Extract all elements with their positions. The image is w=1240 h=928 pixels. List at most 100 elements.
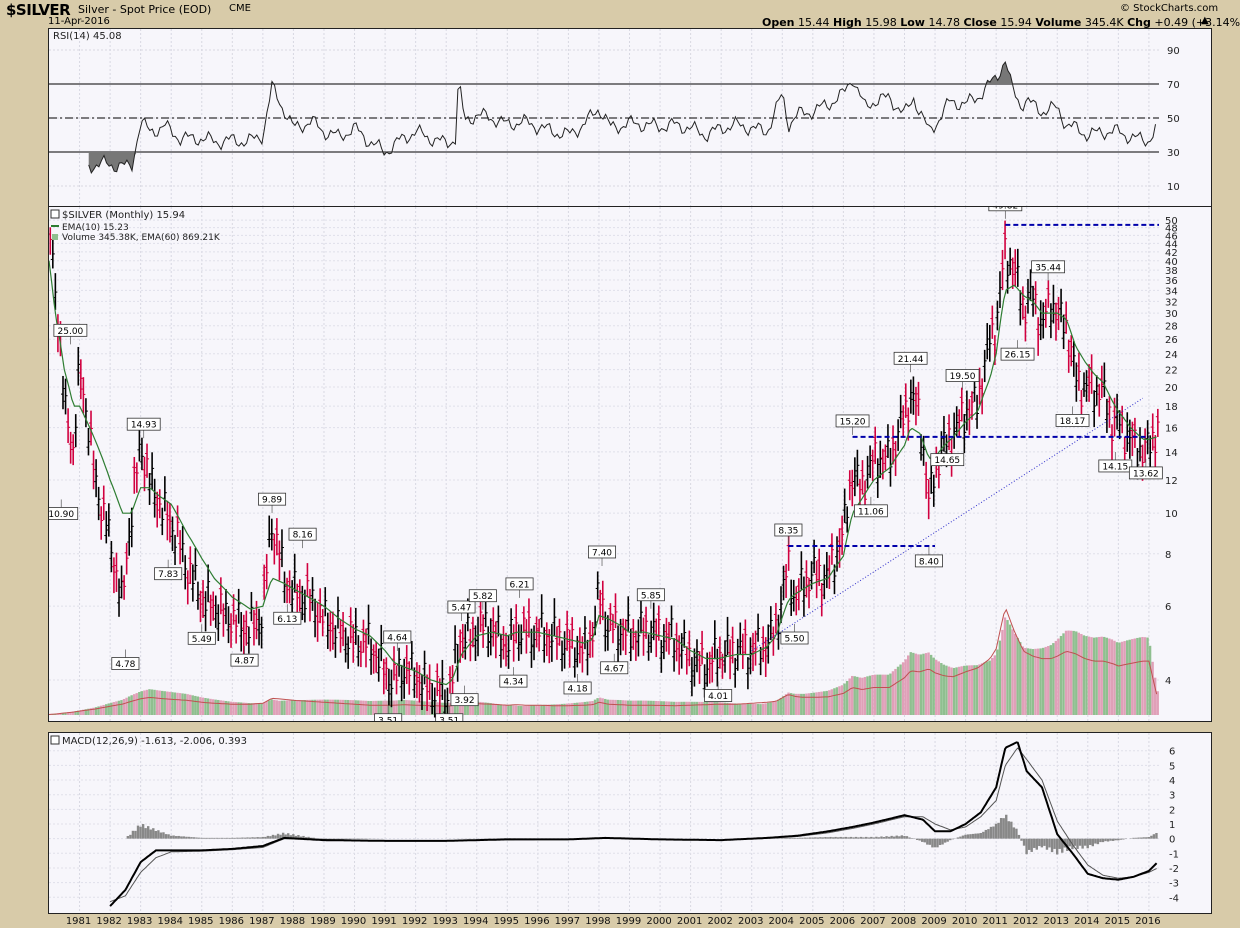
volume-bar: [881, 674, 884, 715]
volume-bar: [374, 700, 378, 715]
volume-bar: [418, 700, 421, 715]
volume-bar: [257, 703, 261, 715]
volume-bar: [912, 652, 915, 715]
volume-bar: [850, 675, 854, 715]
volume-bar: [1141, 636, 1144, 715]
macd-histogram-bar: [864, 836, 868, 839]
x-tick-label: 2002: [707, 916, 732, 927]
annotation-label: 4.78: [115, 660, 135, 670]
macd-histogram-bar: [1134, 837, 1138, 839]
volume-bar: [120, 700, 123, 715]
volume-bar: [797, 693, 800, 715]
macd-histogram-bar: [1145, 837, 1148, 839]
volume-bar: [219, 700, 222, 715]
price-panel: 4 6 8 10 12 14 16 18 20 22 24 26 28 30 32 34 36 38 40 42 44 4…: [19, 198, 1212, 726]
volume-bar: [382, 700, 385, 715]
x-tick-label: 1995: [494, 916, 519, 927]
rsi-title: RSI(14) 45.08: [53, 31, 122, 42]
macd-histogram-bar: [969, 834, 972, 839]
macd-histogram-bar: [180, 836, 183, 839]
volume-bar: [922, 653, 925, 715]
rsi-tick-label: 10: [1167, 182, 1180, 193]
volume-bar: [973, 665, 976, 715]
macd-histogram-bar: [974, 833, 977, 839]
volume-bar: [262, 702, 266, 715]
volume-bar: [293, 700, 296, 715]
volume-bar: [79, 710, 82, 715]
macd-histogram-bar: [182, 836, 186, 839]
x-tick-label: 2006: [830, 916, 855, 927]
volume-bar: [181, 693, 184, 715]
volume-bar: [713, 702, 716, 715]
macd-histogram-bar: [141, 824, 145, 839]
scroll-up-icon[interactable]: ▲: [1201, 15, 1209, 26]
volume-bar: [794, 693, 798, 715]
macd-histogram-bar: [236, 837, 239, 839]
annotation-label: 13.62: [1133, 469, 1159, 479]
volume-bar: [497, 704, 500, 715]
price-tick-label: 26: [1165, 335, 1178, 346]
annotation-label: 3.51: [378, 716, 398, 721]
volume-bar: [1057, 638, 1060, 715]
volume-bar: [558, 704, 561, 715]
x-tick-label: 1986: [219, 916, 244, 927]
volume-bar: [232, 701, 235, 715]
macd-histogram-bar: [126, 836, 130, 839]
change-label: Chg: [1127, 16, 1151, 29]
volume-bar: [708, 701, 711, 715]
volume-bar: [560, 703, 564, 715]
annotation-label: 4.18: [568, 684, 588, 694]
annotation-label: 3.92: [455, 696, 475, 706]
volume-bar: [581, 702, 584, 715]
volume-bar: [458, 699, 462, 715]
macd-histogram-bar: [1010, 821, 1013, 839]
volume-bar: [996, 649, 999, 715]
x-tick-label: 2008: [891, 916, 916, 927]
volume-bar: [270, 699, 273, 715]
volume-bar: [76, 710, 80, 715]
macd-histogram-bar: [1122, 838, 1125, 840]
volume-bar: [945, 665, 948, 715]
macd-histogram-bar: [215, 837, 219, 839]
macd-histogram-bar: [946, 838, 949, 842]
volume-bar: [576, 702, 579, 715]
macd-histogram-bar: [223, 837, 226, 839]
volume-bar: [318, 699, 322, 715]
volume-bar: [527, 705, 531, 715]
macd-histogram-bar: [1058, 838, 1061, 849]
volume-bar: [265, 701, 268, 715]
volume-bar: [654, 700, 658, 715]
volume-bar: [703, 701, 706, 715]
volume-bar: [183, 693, 187, 715]
volume-bar: [904, 659, 907, 715]
volume-bar: [209, 698, 212, 715]
annotation-box: [945, 369, 980, 382]
volume-bar: [909, 652, 912, 715]
macd-histogram-bar: [780, 838, 784, 839]
volume-bar: [486, 702, 490, 715]
macd-histogram-bar: [811, 837, 814, 839]
volume-bar: [553, 704, 556, 715]
macd-histogram-bar: [999, 817, 1003, 839]
volume-bar: [652, 700, 655, 715]
macd-histogram-bar: [905, 836, 909, 839]
macd-histogram-bar: [961, 835, 965, 839]
macd-histogram-bar: [146, 826, 150, 839]
macd-histogram-bar: [895, 835, 898, 839]
macd-histogram-bar: [775, 838, 779, 839]
volume-bar: [863, 677, 867, 715]
annotation-label: 14.15: [1102, 462, 1128, 472]
volume-bar: [761, 703, 765, 715]
volume-bar: [239, 702, 243, 715]
volume-bar: [158, 690, 161, 715]
volume-bar: [115, 701, 118, 715]
volume-bar: [593, 699, 597, 715]
volume-bar: [586, 701, 589, 715]
price-tick-label: 20: [1165, 383, 1178, 394]
rsi-tick-label: 90: [1167, 46, 1180, 57]
volume-bar: [896, 666, 900, 715]
macd-histogram-bar: [783, 837, 786, 839]
macd-histogram-bar: [918, 838, 921, 841]
macd-histogram-bar: [172, 835, 175, 839]
source-credit[interactable]: © StockCharts.com: [1120, 3, 1219, 14]
